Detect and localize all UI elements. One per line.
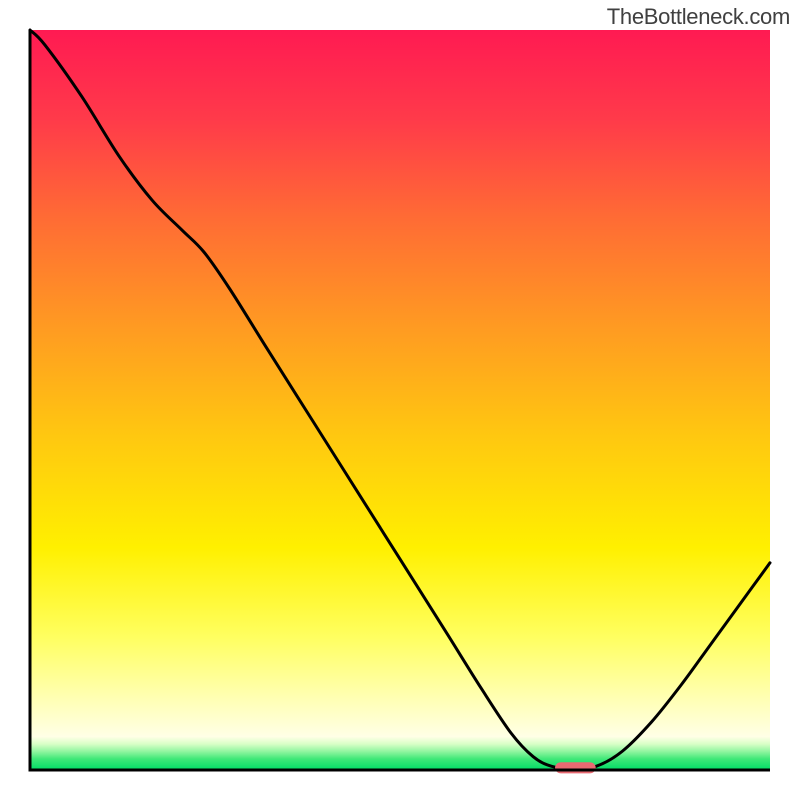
chart-svg: [0, 0, 800, 800]
watermark-text: TheBottleneck.com: [607, 4, 790, 30]
bottleneck-chart: [0, 0, 800, 800]
optimum-marker: [555, 762, 596, 773]
gradient-background: [30, 30, 770, 770]
